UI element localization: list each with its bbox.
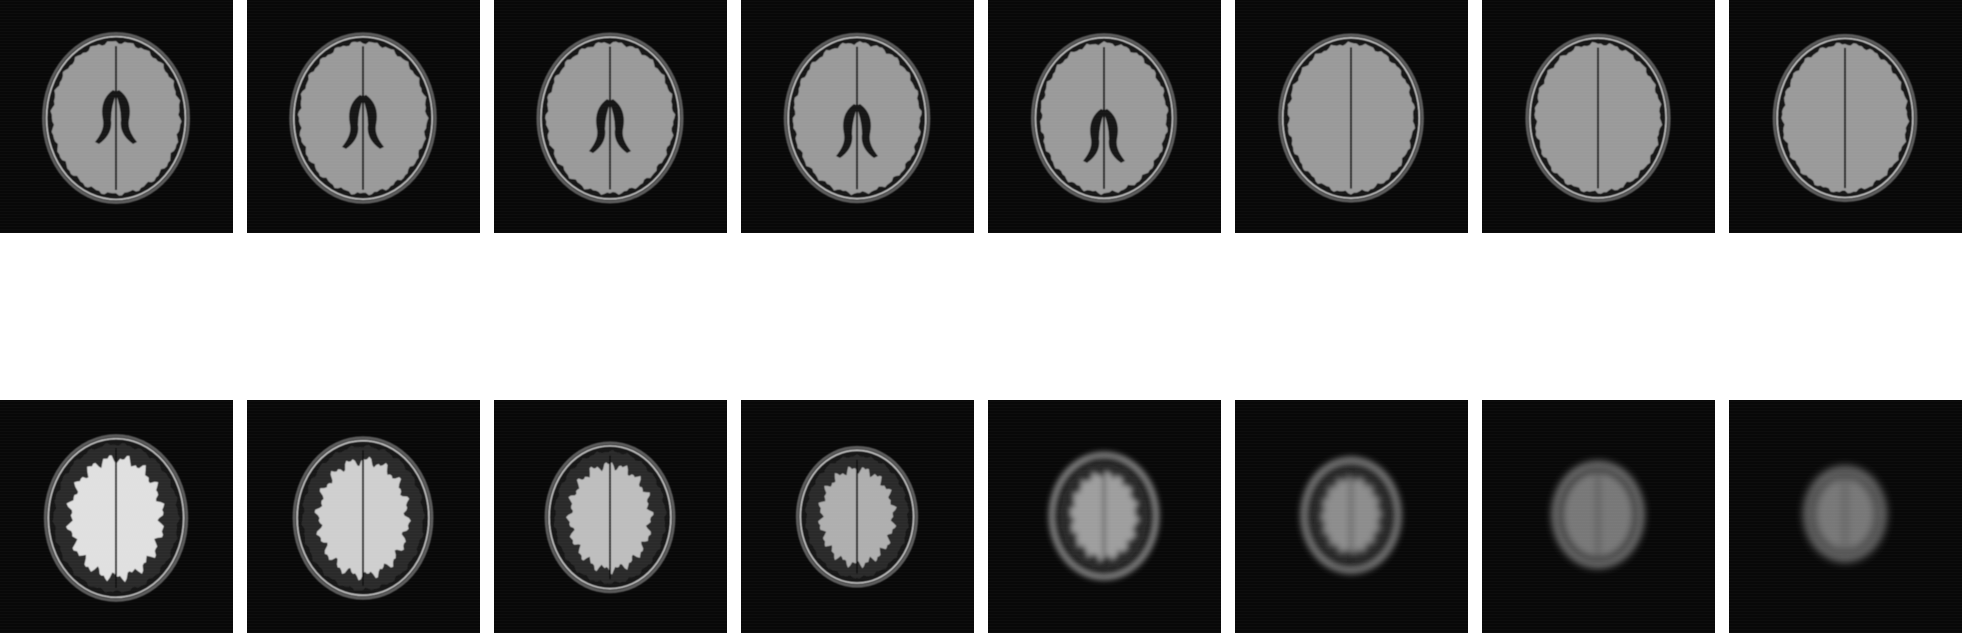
slice-row-top: [0, 0, 1970, 233]
mri-slice-11: [494, 400, 727, 633]
mri-slice-8: [1729, 0, 1962, 233]
mri-slice-16: [1729, 400, 1962, 633]
mri-slice-image: [1551, 460, 1645, 569]
mri-slice-image: [1772, 33, 1918, 203]
mri-slice-13: [988, 400, 1221, 633]
mri-slice-image: [536, 32, 684, 204]
mri-slice-image: [42, 32, 190, 204]
mri-slice-4: [741, 0, 974, 233]
mri-slice-5: [988, 0, 1221, 233]
mri-slice-image: [292, 436, 434, 600]
mri-slice-10: [247, 400, 480, 633]
mri-slice-1: [0, 0, 233, 233]
slice-row-bottom: [0, 400, 1970, 633]
mri-slice-image: [1047, 451, 1161, 581]
mri-slice-image: [1030, 33, 1178, 203]
mri-slice-image: [783, 32, 931, 204]
mri-slice-image: [1803, 465, 1887, 563]
mri-slice-15: [1482, 400, 1715, 633]
mri-slice-image: [289, 32, 437, 204]
mri-slice-3: [494, 0, 727, 233]
mri-slice-image: [544, 441, 676, 594]
mri-slice-image: [1299, 456, 1403, 575]
mri-slice-image: [1278, 33, 1424, 203]
mri-slice-2: [247, 0, 480, 233]
mri-slice-12: [741, 400, 974, 633]
mri-slice-image: [43, 434, 189, 602]
mri-slice-7: [1482, 0, 1715, 233]
mri-slice-6: [1235, 0, 1468, 233]
mri-slice-image: [795, 445, 919, 588]
mri-slice-image: [1525, 33, 1671, 203]
mri-slice-14: [1235, 400, 1468, 633]
mri-slice-9: [0, 400, 233, 633]
